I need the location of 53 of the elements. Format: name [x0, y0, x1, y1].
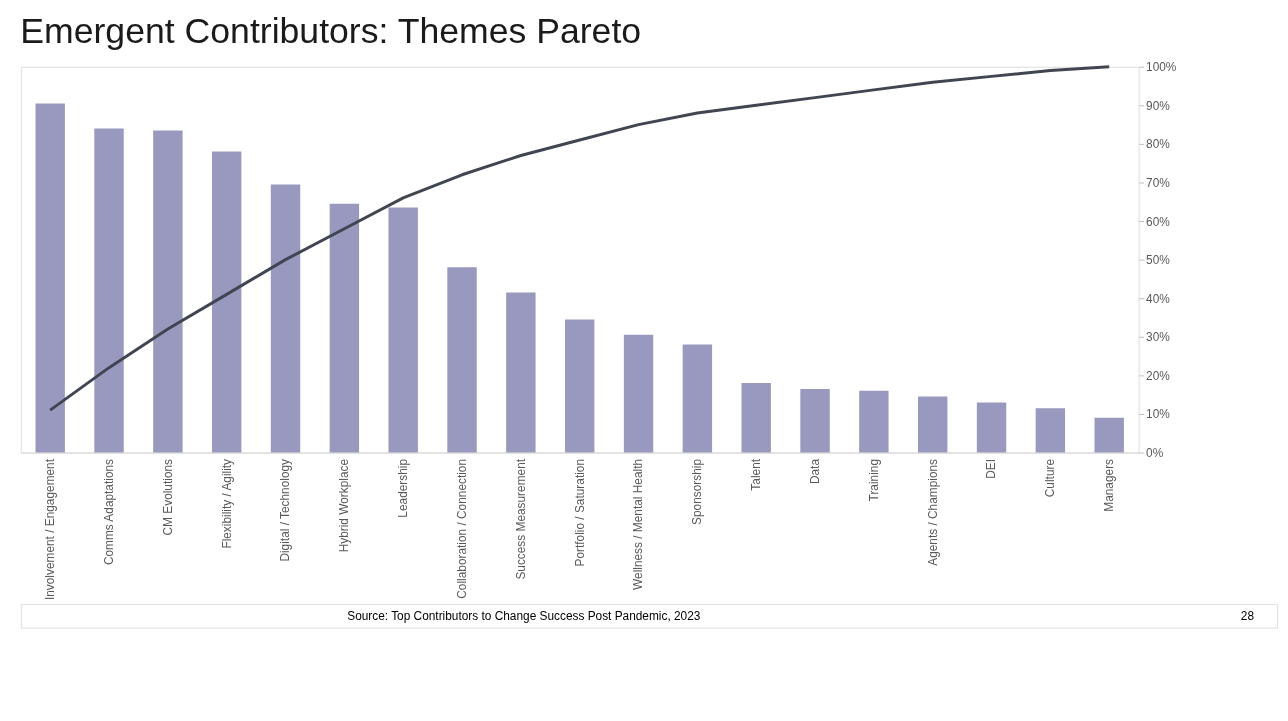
bar: [506, 292, 536, 453]
bar: [211, 151, 242, 453]
x-tick-label: CM Evolutions: [160, 458, 175, 536]
x-tick-label: Wellness / Mental Health: [631, 458, 646, 590]
y2-tick-label: 70%: [1146, 175, 1171, 190]
y2-tick-label: 100%: [1146, 60, 1177, 75]
x-tick-label: Comms Adaptations: [101, 458, 116, 566]
bar: [447, 267, 477, 453]
y2-tick-label: 40%: [1146, 291, 1171, 306]
line-series: [48, 65, 1111, 412]
y2-tick-label: 90%: [1146, 98, 1171, 113]
bar: [564, 319, 595, 453]
x-tick-label: Flexibility / Agility: [219, 458, 234, 549]
bar: [329, 203, 360, 453]
bar: [859, 390, 889, 453]
x-tick-label: Agents / Champions: [925, 458, 940, 566]
x-tick-label: Collaboration / Connection: [454, 458, 469, 599]
x-tick-label: DEI: [984, 458, 999, 479]
bar: [388, 207, 418, 453]
y2-tick-label: 50%: [1146, 253, 1171, 268]
text: 28: [1240, 608, 1255, 623]
chart-title: Emergent Contributors: Themes Pareto: [20, 10, 642, 51]
bar: [800, 388, 830, 453]
x-tick-label: Leadership: [396, 458, 411, 518]
bar: [270, 184, 301, 453]
y2-tick-label: 0%: [1146, 445, 1164, 460]
bar: [1035, 408, 1066, 453]
y2-tick-label: 60%: [1146, 214, 1171, 229]
x-tick-label: Portfolio / Saturation: [572, 458, 587, 567]
bar: [918, 396, 948, 453]
bar: [1094, 417, 1124, 453]
x-tick-label: Talent: [749, 458, 764, 491]
y2-tick-label: 80%: [1146, 137, 1171, 152]
x-tick-label: Sponsorship: [690, 458, 705, 525]
bar: [623, 334, 654, 453]
y2-tick-label: 20%: [1146, 368, 1171, 383]
bar: [741, 383, 771, 453]
y2-tick-label: 10%: [1146, 407, 1171, 422]
bar: [153, 130, 183, 453]
x-tick-label: Success Measurement: [513, 458, 528, 580]
x-tick-label: Training: [866, 458, 881, 502]
x-tick-label: Data: [807, 458, 822, 485]
bar: [682, 344, 713, 453]
y2-tick-label: 30%: [1146, 330, 1171, 345]
x-tick-label: Managers: [1102, 458, 1117, 512]
bar: [94, 128, 124, 453]
x-tick-label: Involvement / Engagement: [43, 458, 58, 601]
bar: [35, 103, 65, 453]
x-tick-label: Culture: [1043, 458, 1058, 498]
x-tick-label: Digital / Technology: [278, 458, 293, 562]
x-tick-label: Hybrid Workplace: [337, 458, 352, 553]
bar: [976, 402, 1007, 453]
source-note: Source: Top Contributors to Change Success Post Pandemic, 2023: [347, 608, 701, 623]
